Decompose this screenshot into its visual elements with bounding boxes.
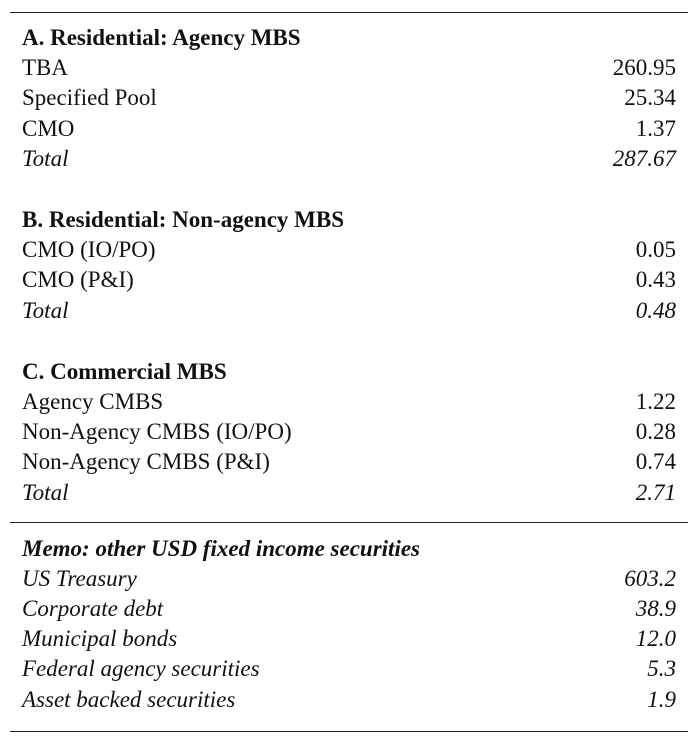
row-label: CMO (P&I) — [22, 267, 134, 293]
row-label: Specified Pool — [22, 85, 157, 111]
total-value: 2.71 — [635, 479, 676, 505]
memo-label: Municipal bonds — [22, 626, 178, 652]
memo-value: 1.9 — [647, 686, 676, 712]
bottom-rule — [10, 730, 688, 732]
row-label: Non-Agency CMBS (IO/PO) — [22, 419, 292, 445]
row-label: CMO — [22, 115, 75, 141]
total-label: Total — [22, 297, 69, 323]
section-heading: C. Commercial MBS — [22, 358, 227, 384]
section-heading: A. Residential: Agency MBS — [22, 25, 301, 50]
total-value: 287.67 — [612, 145, 676, 171]
memo-value: 12.0 — [635, 626, 676, 652]
row-value: 0.43 — [635, 267, 676, 293]
memo-heading: Memo: other USD fixed income securities — [22, 535, 420, 561]
memo-value: 38.9 — [635, 596, 676, 621]
row-value: 0.05 — [635, 237, 676, 263]
row-value: 260.95 — [612, 55, 676, 81]
memo-value: 5.3 — [647, 656, 676, 682]
row-label: Agency CMBS — [22, 389, 164, 414]
row-label: CMO (IO/PO) — [22, 237, 156, 263]
memo-label: Asset backed securities — [22, 686, 236, 712]
total-label: Total — [22, 479, 69, 505]
total-label: Total — [22, 145, 69, 171]
row-value: 1.22 — [635, 389, 676, 414]
row-label: Non-Agency CMBS (P&I) — [22, 449, 270, 475]
section-heading: B. Residential: Non-agency MBS — [22, 207, 344, 232]
row-value: 0.28 — [635, 419, 676, 445]
memo-label: Federal agency securities — [22, 656, 260, 682]
total-value: 0.48 — [635, 297, 676, 323]
row-value: 25.34 — [624, 85, 676, 111]
row-value: 1.37 — [635, 115, 676, 141]
row-value: 0.74 — [635, 449, 676, 475]
row-label: TBA — [22, 55, 68, 81]
memo-label: Corporate debt — [22, 596, 164, 621]
top-rule — [10, 12, 688, 13]
memo-label: US Treasury — [22, 565, 137, 591]
mid-rule — [10, 521, 688, 523]
memo-value: 603.2 — [624, 565, 676, 591]
